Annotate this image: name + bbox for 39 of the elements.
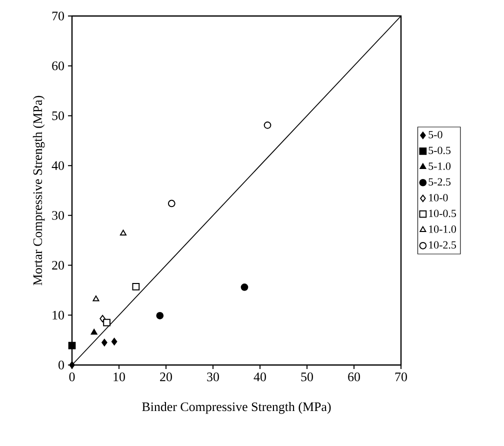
point [132, 283, 140, 290]
point [103, 318, 110, 326]
legend-label: 10-0 [429, 194, 448, 202]
point [168, 200, 176, 208]
x-tick-label: 50 [301, 372, 313, 382]
x-axis-title: Binder Compressive Strength (MPa) [142, 402, 331, 414]
y-tick-label: 30 [52, 211, 64, 220]
point [90, 328, 98, 335]
legend-label: 10-2.5 [429, 241, 456, 249]
y-tick-label: 20 [52, 260, 64, 270]
y-tick-label: 70 [52, 12, 64, 20]
point [92, 296, 100, 302]
point [111, 338, 118, 346]
point [102, 338, 108, 346]
y-tick-label: 10 [52, 310, 64, 320]
point [68, 342, 76, 350]
y-tick-label: 60 [52, 61, 64, 70]
x-tick-label: 10 [114, 372, 125, 382]
x-tick-label: 30 [207, 372, 219, 382]
x-tick-label: 0 [69, 372, 75, 382]
x-tick-label: 70 [395, 372, 407, 382]
x-tick-label: 20 [160, 372, 172, 382]
point [156, 312, 164, 320]
point [69, 361, 75, 369]
legend-label: 10-1.0 [429, 225, 456, 233]
point [240, 284, 248, 291]
legend-label: 5-0.5 [428, 146, 451, 154]
point [264, 122, 272, 129]
legend-label: 5-1.0 [428, 162, 451, 170]
y-axis-title: Mortar Compressive Strength (MPa) [32, 96, 45, 286]
x-tick-label: 40 [254, 372, 266, 382]
legend-label: 5-0 [428, 130, 442, 138]
legend-label: 10-0.5 [429, 210, 456, 218]
y-tick-label: 40 [52, 161, 64, 170]
y-tick-label: 50 [52, 111, 64, 120]
y-tick-label: 0 [58, 360, 64, 370]
x-tick-label: 60 [348, 372, 360, 382]
legend-label: 5-2.5 [428, 178, 451, 186]
point [120, 230, 126, 236]
